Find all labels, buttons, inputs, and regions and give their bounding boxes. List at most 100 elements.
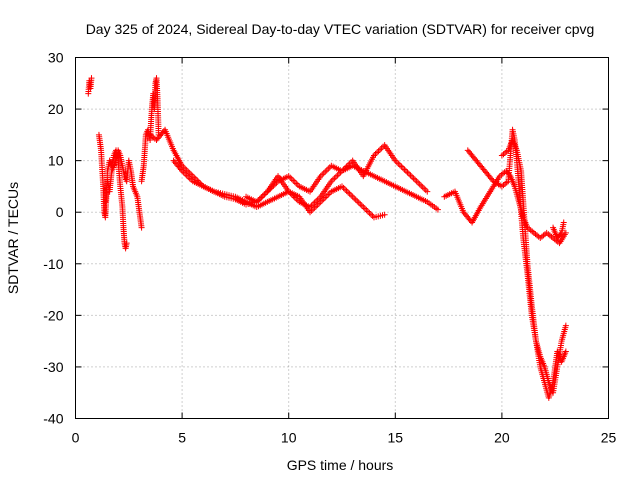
- data-point: [307, 174, 323, 195]
- data-point: [554, 231, 564, 241]
- plot-area-frame: [75, 57, 609, 419]
- x-tick-label: 15: [388, 430, 404, 446]
- data-point: [413, 193, 429, 205]
- data-point: [524, 260, 535, 306]
- data-point: [253, 199, 269, 211]
- data-point: [88, 75, 95, 82]
- data-point: [424, 188, 431, 195]
- series-sat-b: [95, 131, 130, 252]
- data-point: [490, 178, 504, 189]
- data-point: [511, 183, 522, 203]
- data-point: [253, 190, 269, 205]
- data-point: [140, 133, 149, 169]
- data-point: [153, 75, 161, 100]
- data-point: [307, 200, 323, 216]
- data-point: [110, 159, 119, 169]
- data-point: [275, 189, 290, 200]
- data-point: [413, 178, 429, 194]
- data-point: [381, 211, 388, 218]
- data-point: [560, 219, 567, 226]
- data-point: [537, 231, 549, 241]
- data-point: [381, 178, 397, 189]
- data-point: [110, 149, 119, 159]
- data-point: [243, 193, 258, 205]
- series-sat-j: [498, 137, 569, 401]
- data-point: [464, 147, 479, 163]
- data-point: [328, 162, 344, 174]
- data-point: [317, 179, 334, 200]
- data-point: [537, 363, 548, 384]
- data-point: [562, 348, 569, 355]
- data-point: [132, 188, 140, 199]
- data-point: [189, 178, 205, 189]
- data-point: [170, 157, 184, 173]
- data-point: [360, 154, 377, 180]
- data-point: [138, 164, 147, 185]
- data-point: [264, 194, 280, 205]
- data-point: [122, 241, 130, 252]
- data-point: [211, 188, 226, 199]
- data-point: [275, 173, 291, 193]
- data-point: [370, 173, 386, 184]
- y-tick-label: -20: [43, 307, 63, 323]
- data-point: [562, 322, 569, 329]
- series-sat-e: [147, 126, 441, 213]
- data-point: [339, 183, 355, 199]
- data-point: [545, 381, 556, 401]
- data-point: [509, 137, 520, 152]
- data-point: [498, 148, 510, 159]
- data-point: [134, 193, 143, 214]
- series-sat-g: [243, 173, 388, 221]
- x-tick-label: 25: [601, 430, 617, 446]
- data-series: [85, 75, 569, 401]
- data-point: [285, 173, 301, 188]
- data-point: [507, 173, 517, 188]
- data-point: [152, 76, 160, 87]
- y-tick-label: 0: [56, 204, 64, 220]
- data-point: [232, 196, 248, 207]
- data-point: [360, 204, 376, 219]
- data-point: [98, 147, 107, 188]
- y-tick-label: -40: [43, 411, 63, 427]
- data-point: [513, 147, 524, 172]
- data-point: [162, 126, 176, 152]
- data-point: [451, 188, 466, 214]
- data-point: [317, 190, 333, 205]
- x-tick-label: 5: [178, 430, 186, 446]
- data-point: [424, 198, 440, 212]
- series-sat-k: [550, 219, 567, 241]
- data-point: [533, 338, 543, 368]
- data-point: [106, 157, 115, 168]
- data-point: [119, 204, 127, 229]
- data-point: [349, 193, 365, 209]
- data-point: [296, 183, 312, 194]
- y-tick-label: 10: [48, 153, 64, 169]
- axis-ticks: 0 5 10 15 20 25 30 20 10 0 -10 -20 -30 -40: [43, 50, 616, 446]
- data-point: [123, 240, 130, 247]
- data-point: [543, 229, 555, 240]
- data-point: [477, 195, 489, 211]
- data-point: [370, 212, 386, 221]
- data-point: [317, 164, 333, 180]
- data-point: [441, 189, 457, 200]
- data-point: [95, 131, 104, 152]
- y-tick-label: -30: [43, 359, 63, 375]
- data-point: [285, 188, 301, 199]
- data-point: [550, 350, 561, 386]
- data-point: [469, 205, 483, 226]
- data-point: [483, 185, 496, 200]
- data-point: [108, 164, 117, 174]
- data-point: [130, 183, 138, 193]
- data-point: [179, 162, 195, 178]
- data-point: [307, 195, 323, 211]
- data-point: [115, 147, 123, 157]
- chart-title: Day 325 of 2024, Sidereal Day-to-day VTE…: [86, 21, 595, 37]
- x-tick-label: 10: [281, 430, 297, 446]
- data-point: [125, 157, 134, 172]
- x-tick-label: 0: [72, 430, 80, 446]
- data-point: [381, 142, 398, 162]
- data-point: [221, 193, 237, 202]
- data-point: [498, 179, 510, 190]
- data-point: [127, 167, 136, 188]
